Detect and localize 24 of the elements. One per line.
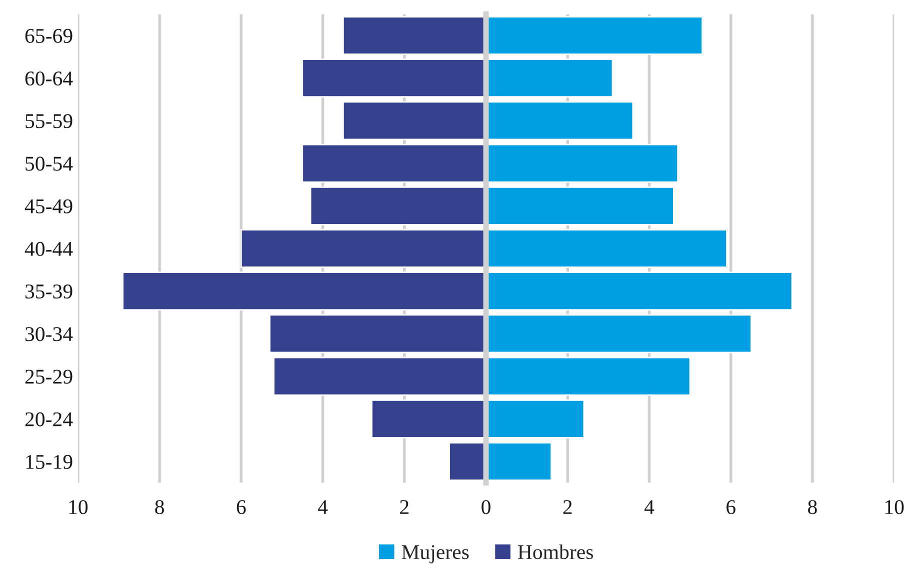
y-tick-label: 35-39 (25, 284, 72, 299)
y-tick-label: 50-54 (26, 156, 73, 171)
y-tick-label: 65-69 (25, 28, 72, 43)
legend-label: Mujeres (402, 545, 469, 564)
x-tick-label: 8 (808, 500, 817, 514)
y-tick-label: 45-49 (24, 199, 72, 214)
x-tick-label: 4 (644, 500, 654, 514)
x-tick-label: 2 (400, 500, 408, 514)
x-tick-label: 6 (726, 500, 736, 514)
x-tick-label: 6 (236, 500, 246, 514)
x-tick-label: 10 (885, 500, 904, 514)
x-tick-label: 10 (69, 500, 88, 514)
y-tick-label: 60-64 (25, 71, 73, 86)
y-tick-label: 20-24 (25, 412, 73, 426)
x-tick-label: 4 (318, 500, 328, 514)
legend-label: Hombres (518, 544, 593, 560)
y-tick-label: 40-44 (24, 242, 73, 256)
y-tick-label: 15-19 (26, 454, 72, 469)
y-tick-label: 30-34 (25, 327, 73, 342)
x-tick-label: 8 (155, 500, 164, 514)
y-tick-label: 55-59 (26, 114, 72, 128)
y-tick-label: 25-29 (25, 370, 72, 384)
x-tick-label: 2 (563, 500, 572, 514)
x-tick-label: 0 (482, 500, 490, 514)
